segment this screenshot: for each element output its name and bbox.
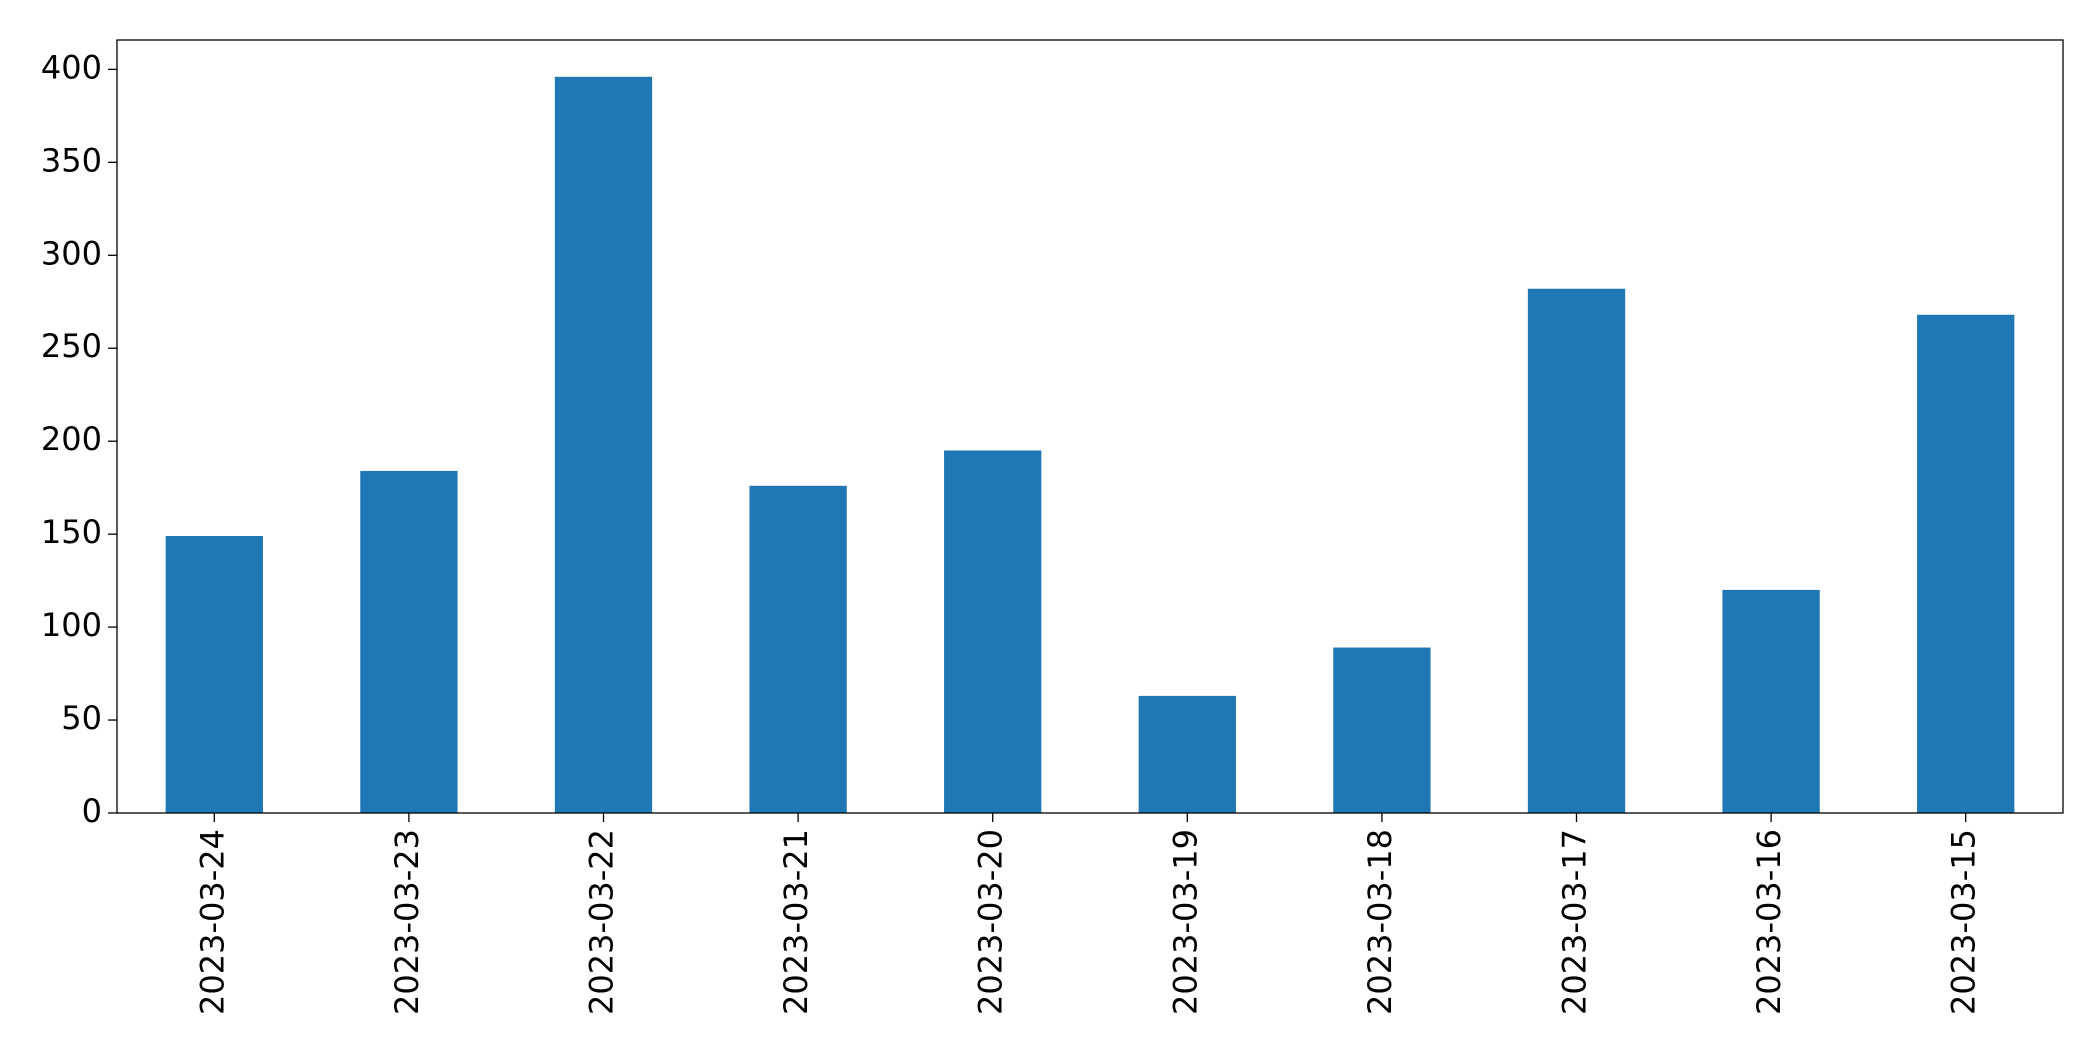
bar [1333,647,1431,813]
y-tick-label: 50 [61,699,102,737]
x-tick-label: 2023-03-23 [388,829,426,1015]
bar [749,485,847,813]
y-tick-label: 250 [41,327,102,365]
y-tick-label: 150 [41,513,102,551]
bar [1527,288,1626,813]
x-tick-label: 2023-03-18 [1361,829,1399,1015]
x-tick-label: 2023-03-19 [1166,829,1204,1015]
y-tick-label: 400 [41,48,102,86]
x-tick-label: 2023-03-17 [1556,829,1594,1015]
y-tick-label: 200 [41,420,102,458]
y-tick-label: 0 [82,792,102,830]
bar [944,450,1042,813]
x-tick-label: 2023-03-22 [583,829,621,1015]
x-tick-label: 2023-03-21 [777,829,815,1015]
y-tick-label: 350 [41,141,102,179]
x-tick-label: 2023-03-15 [1945,829,1983,1015]
bar [1917,314,2015,813]
x-tick-label: 2023-03-20 [972,829,1010,1015]
x-tick-label: 2023-03-16 [1750,829,1788,1015]
y-tick-label: 100 [41,606,102,644]
x-tick-label: 2023-03-24 [193,829,231,1015]
bar [165,535,263,813]
plot-frame [116,39,2064,814]
y-tick-label: 300 [41,234,102,272]
bar [554,76,653,814]
bar [360,470,458,813]
bar [1722,589,1820,813]
bar [1138,695,1236,813]
